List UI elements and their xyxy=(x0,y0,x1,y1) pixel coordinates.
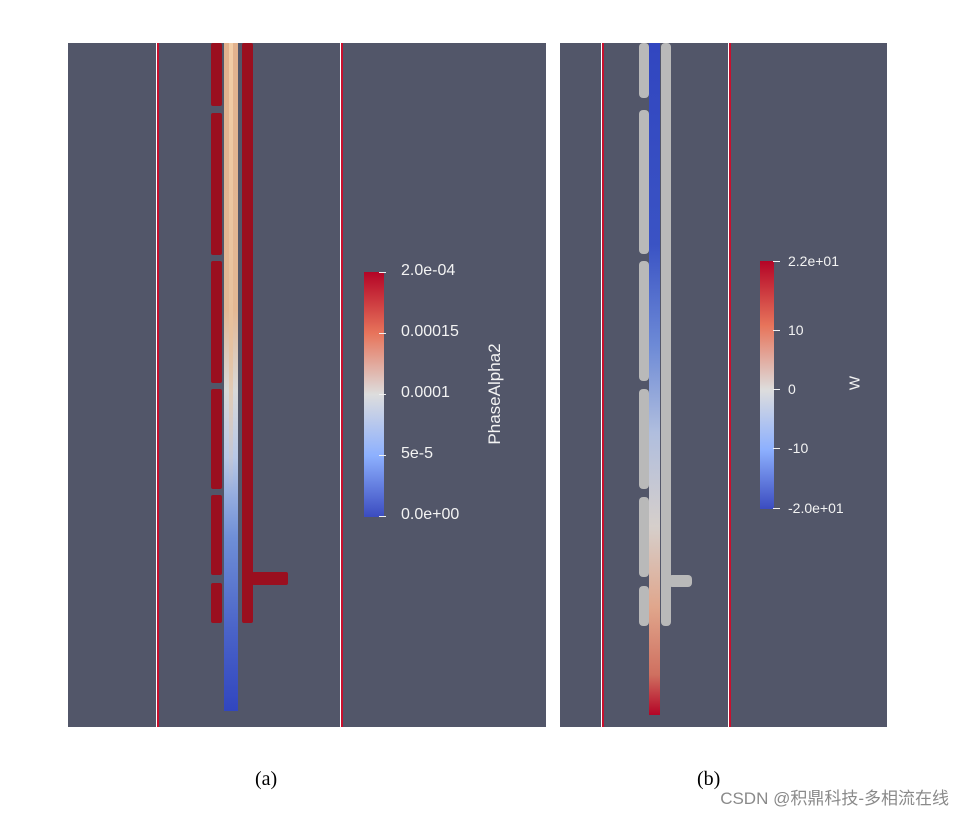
solid-segment xyxy=(639,110,649,254)
colorbar-tick-label: 0.00015 xyxy=(401,323,459,340)
render-panel-a: 2.0e-04 0.00015 0.0001 5e-5 0.0e+00 Phas… xyxy=(68,43,546,727)
colorbar-ticks: 2.2e+01 10 0 -10 -2.0e+01 xyxy=(773,253,883,516)
left-wall-line xyxy=(156,43,159,727)
right-wall-line xyxy=(340,43,343,727)
right-wall-line xyxy=(728,43,731,727)
colorbar-tick-label: 0 xyxy=(788,381,796,397)
caption-b: (b) xyxy=(697,768,721,790)
left-wall-line xyxy=(601,43,604,727)
colorbar-tick-label: -2.0e+01 xyxy=(788,500,844,516)
solid-segment xyxy=(639,497,649,577)
render-panel-b: 2.2e+01 10 0 -10 -2.0e+01 W xyxy=(560,43,887,727)
colorbar-tick-label: 5e-5 xyxy=(401,445,434,462)
solid-segment xyxy=(639,261,649,381)
solid-segment xyxy=(211,495,222,575)
solid-segment xyxy=(211,113,222,255)
solid-segment xyxy=(211,261,222,383)
side-arm xyxy=(252,572,288,585)
solid-segment xyxy=(639,389,649,489)
colorbar-tick-label: -10 xyxy=(788,440,809,456)
solid-segment xyxy=(639,586,649,626)
colorbar-tick-label: 2.0e-04 xyxy=(401,262,456,279)
colorbar-tick-label: 0.0e+00 xyxy=(401,506,460,523)
solid-segment xyxy=(211,389,222,489)
caption-a: (a) xyxy=(255,768,278,790)
solid-wall xyxy=(242,43,253,623)
central-tube-core xyxy=(229,43,233,493)
colorbar-ticks: 2.0e-04 0.00015 0.0001 5e-5 0.0e+00 xyxy=(379,262,499,523)
solid-segment xyxy=(211,43,222,106)
colorbar-title: PhaseAlpha2 xyxy=(485,343,504,445)
side-arm xyxy=(668,575,692,587)
colorbar-tick-label: 10 xyxy=(788,322,804,338)
central-tube-field xyxy=(649,43,660,715)
solid-wall xyxy=(661,43,671,626)
colorbar-gradient xyxy=(760,261,774,509)
watermark-text: CSDN @积鼎科技-多相流在线 xyxy=(720,789,949,808)
solid-segment xyxy=(211,583,222,623)
colorbar-tick-label: 0.0001 xyxy=(401,384,450,401)
solid-segment xyxy=(639,43,649,98)
colorbar-tick-label: 2.2e+01 xyxy=(788,253,839,269)
colorbar-title: W xyxy=(846,375,864,391)
